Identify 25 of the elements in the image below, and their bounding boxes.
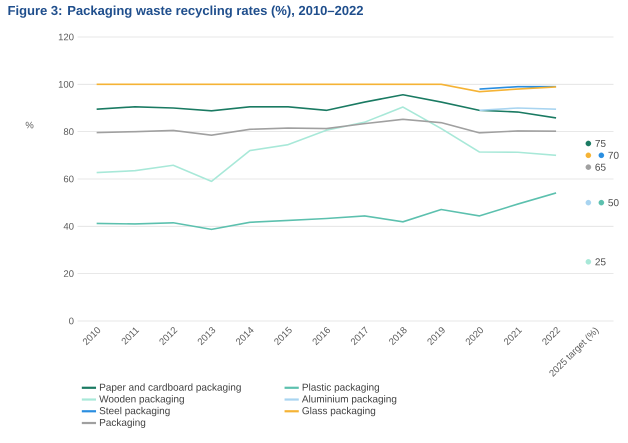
legend-label: Packaging	[100, 418, 146, 428]
legend-label: Plastic packaging	[302, 383, 380, 393]
legend-label: Wooden packaging	[99, 395, 184, 404]
legend-label: Glass packaging	[302, 406, 376, 416]
legend-label: Aluminium packaging	[302, 395, 396, 404]
legend-label: Paper and cardboard packaging	[100, 383, 241, 393]
y-tick-label: 120	[58, 34, 74, 40]
data-label: 65	[595, 164, 606, 171]
chart-title: Figure 3: Packaging waste recycling rates (%), 2010–2022	[8, 6, 363, 18]
legend-label: Steel packaging	[100, 406, 170, 416]
data-label: 50	[608, 199, 619, 206]
y-tick-label: 100	[58, 80, 74, 88]
y-tick-label: 0	[69, 318, 74, 324]
data-label: 75	[595, 140, 606, 147]
y-tick-label: 60	[64, 176, 74, 182]
line-series	[96, 118, 557, 136]
data-label: 25	[595, 258, 606, 266]
y-axis-title: %	[26, 122, 34, 128]
line-series	[96, 94, 557, 119]
y-tick-label: 40	[64, 222, 74, 230]
y-tick-label: 80	[64, 128, 74, 136]
data-label: 70	[608, 152, 619, 159]
line-series	[96, 192, 557, 230]
y-tick-label: 20	[64, 270, 74, 278]
line-series	[96, 106, 557, 182]
